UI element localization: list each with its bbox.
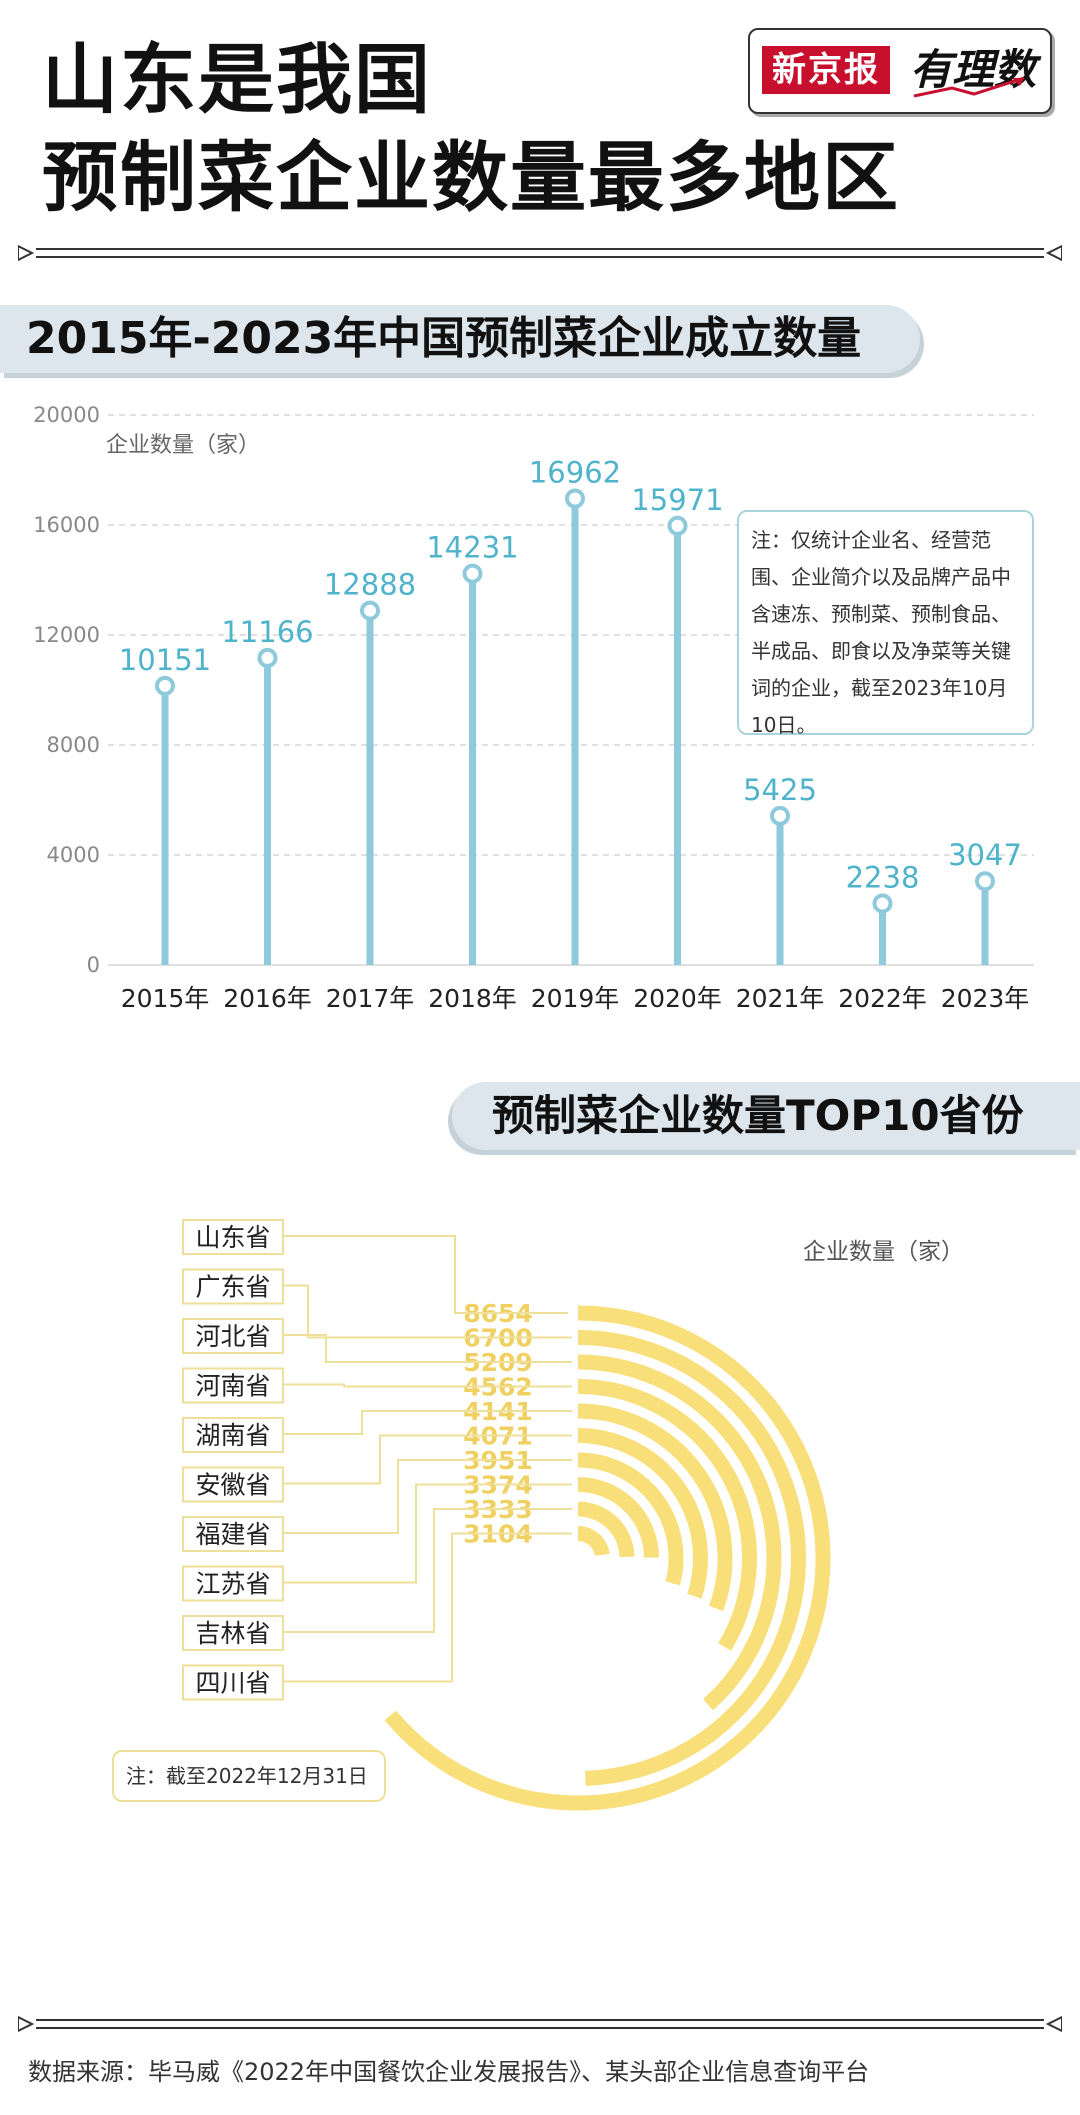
connector-line — [283, 1334, 572, 1363]
radial-bar — [577, 1501, 635, 1558]
province-label-box — [182, 1318, 284, 1354]
bar-point — [565, 488, 585, 509]
data-label: 15971 — [631, 483, 723, 517]
bar-point — [462, 563, 483, 584]
bar-point — [360, 600, 380, 621]
connector-line — [283, 1410, 572, 1435]
province-label: 江苏省 — [195, 1570, 270, 1599]
province-label-box — [182, 1664, 284, 1701]
data-label: 10151 — [119, 643, 211, 677]
x-tick-label: 2019年 — [531, 984, 620, 1013]
connector-line — [283, 1459, 572, 1534]
connector-line — [283, 1383, 572, 1388]
province-label: 吉林省 — [195, 1619, 270, 1648]
bar-point — [872, 893, 893, 914]
y-tick-label: 8000 — [47, 733, 100, 757]
section-title-banner: 2015年-2023年中国预制菜企业成立数量 — [0, 305, 920, 373]
connector-line — [283, 1235, 568, 1314]
radial-bar — [577, 1379, 757, 1651]
data-label: 16962 — [529, 456, 621, 490]
y-tick-label: 20000 — [33, 403, 100, 427]
radial-bar — [384, 1305, 831, 1811]
chart-note: 注：仅统计企业名、经营范围、企业简介以及品牌产品中含速冻、预制菜、预制食品、半成… — [737, 510, 1034, 737]
bar-point — [155, 675, 175, 696]
connector-line — [283, 1434, 572, 1485]
brand-name: 新京报 — [762, 46, 890, 94]
radial-bar — [577, 1452, 684, 1586]
x-tick-label: 2016年 — [223, 984, 312, 1013]
x-tick-label: 2017年 — [326, 984, 415, 1013]
province-label-box — [182, 1466, 284, 1503]
bar-point — [257, 647, 278, 668]
divider-bottom — [18, 2015, 1062, 2033]
x-tick-label: 2018年 — [428, 984, 517, 1013]
province-label-box — [182, 1565, 284, 1602]
bar-point — [770, 805, 790, 826]
page-title-line1: 山东是我国 — [42, 35, 432, 124]
section-title-2: 预制菜企业数量TOP10省份 — [492, 1091, 1024, 1140]
trend-arrow-icon — [913, 76, 1025, 98]
x-tick-label: 2021年 — [736, 984, 825, 1013]
data-label: 3047 — [948, 838, 1022, 872]
bar-point — [667, 515, 688, 536]
y-tick-label: 0 — [87, 953, 100, 977]
data-label: 14231 — [426, 531, 518, 565]
province-label: 湖南省 — [195, 1421, 270, 1450]
brand-logo: 新京报 有理数 — [748, 28, 1052, 114]
radial-bar — [577, 1477, 659, 1558]
unit-label: 企业数量（家） — [803, 1239, 964, 1265]
connector-line — [283, 1532, 572, 1683]
y-axis-title: 企业数量（家） — [106, 433, 260, 458]
province-label-box — [182, 1615, 284, 1651]
data-label: 12888 — [324, 568, 416, 602]
radial-bar — [577, 1403, 733, 1611]
connector-line — [283, 1483, 572, 1584]
province-label: 河北省 — [195, 1322, 270, 1351]
radial-bar — [577, 1330, 806, 1786]
x-tick-label: 2022年 — [838, 984, 927, 1013]
divider-top — [18, 244, 1062, 262]
page-title-line2: 预制菜企业数量最多地区 — [42, 133, 900, 222]
province-label-box — [182, 1268, 284, 1305]
province-label: 广东省 — [195, 1273, 270, 1302]
section-title-banner-2: 预制菜企业数量TOP10省份 — [452, 1082, 1080, 1150]
y-tick-label: 4000 — [47, 843, 100, 867]
x-tick-label: 2023年 — [941, 984, 1030, 1013]
province-label: 福建省 — [195, 1520, 270, 1549]
chart-note-2: 注：截至2022年12月31日 — [112, 1750, 386, 1802]
radial-bar — [577, 1354, 782, 1711]
bar-point — [975, 871, 995, 892]
radial-bar — [577, 1526, 610, 1557]
y-tick-label: 12000 — [33, 623, 100, 647]
connector-line — [283, 1508, 572, 1633]
data-label: 5425 — [743, 773, 817, 807]
x-tick-label: 2020年 — [633, 984, 722, 1013]
brand-column: 有理数 — [910, 45, 1037, 94]
y-tick-label: 16000 — [33, 513, 100, 537]
province-label: 四川省 — [195, 1669, 270, 1698]
x-tick-label: 2015年 — [121, 984, 210, 1013]
connector-line — [283, 1284, 572, 1339]
data-label: 11166 — [221, 615, 313, 649]
province-label: 安徽省 — [195, 1471, 270, 1500]
province-label: 河南省 — [195, 1372, 270, 1401]
data-label: 2238 — [846, 860, 920, 894]
radial-bar — [577, 1428, 708, 1599]
section-title: 2015年-2023年中国预制菜企业成立数量 — [26, 313, 862, 364]
data-source: 数据来源：毕马威《2022年中国餐饮企业发展报告》、某头部企业信息查询平台 — [28, 2058, 870, 2086]
province-label: 山东省 — [195, 1223, 270, 1252]
